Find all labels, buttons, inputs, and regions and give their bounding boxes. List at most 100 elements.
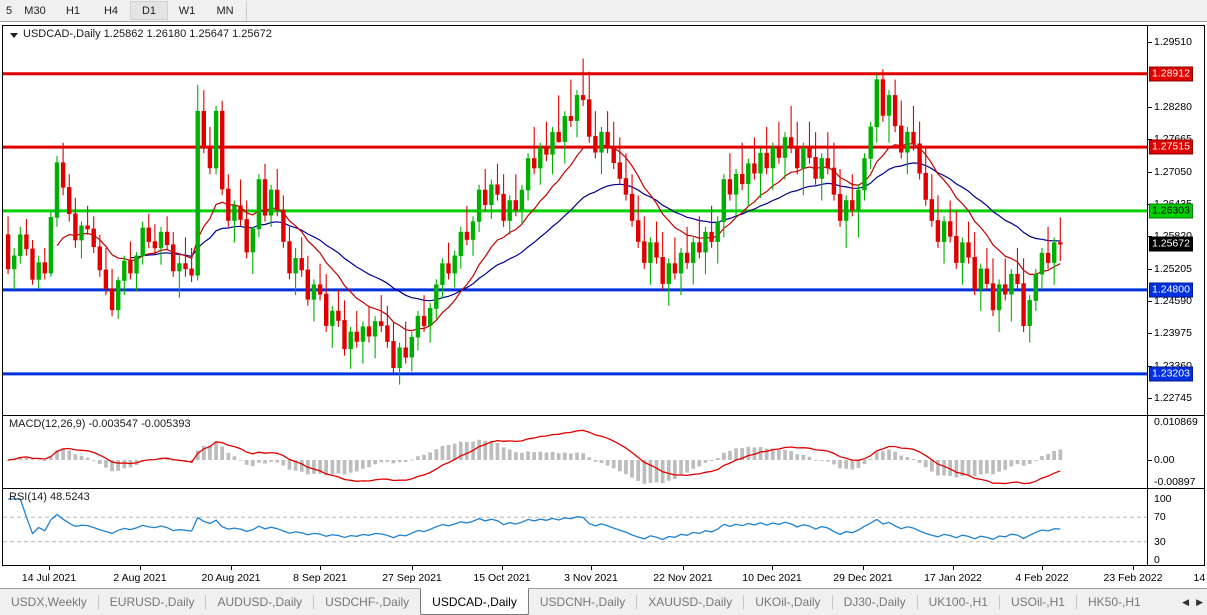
date-label: 10 Dec 2021 (742, 572, 802, 584)
date-label: 14 Jul 2021 (21, 572, 77, 584)
macd-scale-axis: 0.010869 0.00 -0.00897 (1147, 416, 1204, 488)
macd-signal-line (8, 429, 1061, 485)
rsi-tick: 100 (1154, 493, 1172, 505)
symbol-tab-usdx-weekly[interactable]: USDX,Weekly (11, 595, 87, 609)
date-tick-mark (231, 566, 232, 570)
tab-divider (743, 595, 745, 609)
tab-divider (1075, 595, 1077, 609)
price-pane[interactable]: USDCAD-,Daily 1.25862 1.26180 1.25647 1.… (3, 26, 1204, 416)
chevron-down-icon[interactable] (10, 33, 18, 38)
date-label: 17 Jan 2022 (924, 572, 982, 584)
timeframe-button-5[interactable]: 5 (5, 4, 13, 17)
date-label: 3 Nov 2021 (564, 572, 618, 584)
symbol-tab-usdcnh-daily[interactable]: USDCNH-,Daily (539, 595, 626, 609)
price-level-label-resistance[interactable]: 1.27515 (1149, 139, 1193, 155)
price-pane-title: USDCAD-,Daily 1.25862 1.26180 1.25647 1.… (23, 28, 272, 40)
date-tick-mark (953, 566, 954, 570)
macd-tick: 0.010869 (1154, 416, 1198, 428)
symbol-tab-list: USDX,Weekly EURUSD-,Daily AUDUSD-,Daily USD… (0, 588, 1152, 615)
price-chart-svg (3, 58, 1147, 385)
rsi-pane-title: RSI(14) 48.5243 (9, 491, 90, 503)
date-axis[interactable]: 14 Jul 2021 2 Aug 2021 20 Aug 2021 8 Sep 20… (2, 566, 1207, 586)
date-tick-mark (772, 566, 773, 570)
scroll-left-icon[interactable]: ◀ (1182, 596, 1190, 607)
symbol-tab-usoil-h1[interactable]: USOil-,H1 (1010, 595, 1065, 609)
tab-scroll-arrows[interactable]: ◀ ▶ (1182, 589, 1207, 615)
rsi-scale-axis: 100 70 30 0 (1147, 489, 1204, 566)
price-level-label-support[interactable]: 1.23203 (1149, 366, 1193, 382)
date-tick-mark (49, 566, 50, 570)
macd-pane[interactable]: MACD(12,26,9) -0.003547 -0.005393 0.0108… (3, 416, 1204, 489)
date-tick-mark (320, 566, 321, 570)
date-label: 23 Feb 2022 (1103, 572, 1163, 584)
macd-chart-svg (6, 429, 1063, 485)
chart-frame: USDCAD-,Daily 1.25862 1.26180 1.25647 1.… (2, 25, 1205, 566)
symbol-tab-uk100-h1[interactable]: UK100-,H1 (928, 595, 988, 609)
price-tick: 1.23975 (1148, 327, 1192, 339)
macd-plot-area[interactable] (3, 416, 1147, 488)
timeframe-button-group: 5 M30 H1 H4 D1 W1 MN (0, 0, 244, 21)
symbol-tab-audusd-daily[interactable]: AUDUSD-,Daily (217, 595, 303, 609)
rsi-pane[interactable]: RSI(14) 48.5243 100 70 30 0 (3, 489, 1204, 566)
timeframe-button-h1[interactable]: H1 (65, 4, 81, 17)
date-label: 22 Nov 2021 (653, 572, 713, 584)
tab-divider (831, 595, 833, 609)
tab-divider (636, 595, 638, 609)
price-level-label-pivot[interactable]: 1.26303 (1149, 203, 1193, 219)
timeframe-button-w1[interactable]: W1 (178, 4, 196, 17)
timeframe-button-d1[interactable]: D1 (130, 1, 168, 20)
timeframe-button-h4[interactable]: H4 (103, 4, 119, 17)
date-tick-mark (683, 566, 684, 570)
scroll-right-icon[interactable]: ▶ (1196, 596, 1203, 607)
tab-divider (205, 595, 207, 609)
date-label: 27 Sep 2021 (382, 572, 442, 584)
date-label: 15 Oct 2021 (473, 572, 531, 584)
date-label: 14 Mar 2022 (1193, 572, 1207, 584)
date-label: 20 Aug 2021 (201, 572, 261, 584)
date-label: 2 Aug 2021 (113, 572, 167, 584)
symbol-tab-ukoil-daily[interactable]: UKOil-,Daily (755, 595, 821, 609)
rsi-line (8, 498, 1061, 541)
price-level-label-last-price[interactable]: 1.25672 (1149, 236, 1193, 252)
toolbar-empty-space (249, 0, 1207, 21)
rsi-tick: 30 (1154, 535, 1166, 548)
tab-divider (97, 595, 99, 609)
symbol-tab-usdchf-daily[interactable]: USDCHF-,Daily (325, 595, 410, 609)
symbol-tab-hk50-h1[interactable]: HK50-,H1 (1087, 595, 1141, 609)
symbol-tab-bar: USDX,Weekly EURUSD-,Daily AUDUSD-,Daily USD… (0, 588, 1207, 615)
symbol-tab-xauusd-daily[interactable]: XAUUSD-,Daily (648, 595, 733, 609)
price-tick: 1.24590 (1148, 295, 1192, 307)
timeframe-button-mn[interactable]: MN (216, 4, 234, 17)
price-level-label-support[interactable]: 1.24800 (1149, 282, 1193, 298)
date-tick-mark (1042, 566, 1043, 570)
price-level-label-resistance[interactable]: 1.28912 (1149, 66, 1193, 82)
macd-tick: -0.00897 (1154, 476, 1196, 488)
price-tick: 1.28280 (1148, 101, 1192, 113)
date-tick-mark (863, 566, 864, 570)
date-tick-mark (412, 566, 413, 570)
ma-fast-line (56, 143, 1061, 332)
date-label: 29 Dec 2021 (833, 572, 893, 584)
date-tick-mark (591, 566, 592, 570)
timeframe-toolbar: 5 M30 H1 H4 D1 W1 MN (0, 0, 1207, 22)
tab-divider (916, 595, 918, 609)
price-tick: 1.22745 (1148, 392, 1192, 404)
candlestick-plot-area[interactable] (3, 26, 1147, 415)
rsi-plot-area[interactable] (3, 489, 1147, 565)
toolbar-divider (246, 0, 247, 21)
tab-divider (998, 595, 1000, 609)
price-tick: 1.29510 (1148, 36, 1192, 48)
timeframe-button-m30[interactable]: M30 (24, 4, 46, 17)
symbol-tab-usdcad-daily[interactable]: USDCAD-,Daily (420, 588, 529, 615)
macd-tick: 0.00 (1148, 454, 1174, 466)
macd-histogram (6, 439, 1063, 484)
symbol-tab-eurusd-daily[interactable]: EURUSD-,Daily (109, 595, 195, 609)
price-scale-axis[interactable]: 1.295101.282801.276651.270501.264351.258… (1147, 26, 1204, 415)
symbol-tab-dj30-daily[interactable]: DJ30-,Daily (843, 595, 906, 609)
date-tick-mark (1133, 566, 1134, 570)
tab-divider (313, 595, 315, 609)
ma-slow-line (130, 162, 1061, 302)
macd-pane-title: MACD(12,26,9) -0.003547 -0.005393 (9, 418, 191, 430)
price-tick: 1.27050 (1148, 166, 1192, 178)
